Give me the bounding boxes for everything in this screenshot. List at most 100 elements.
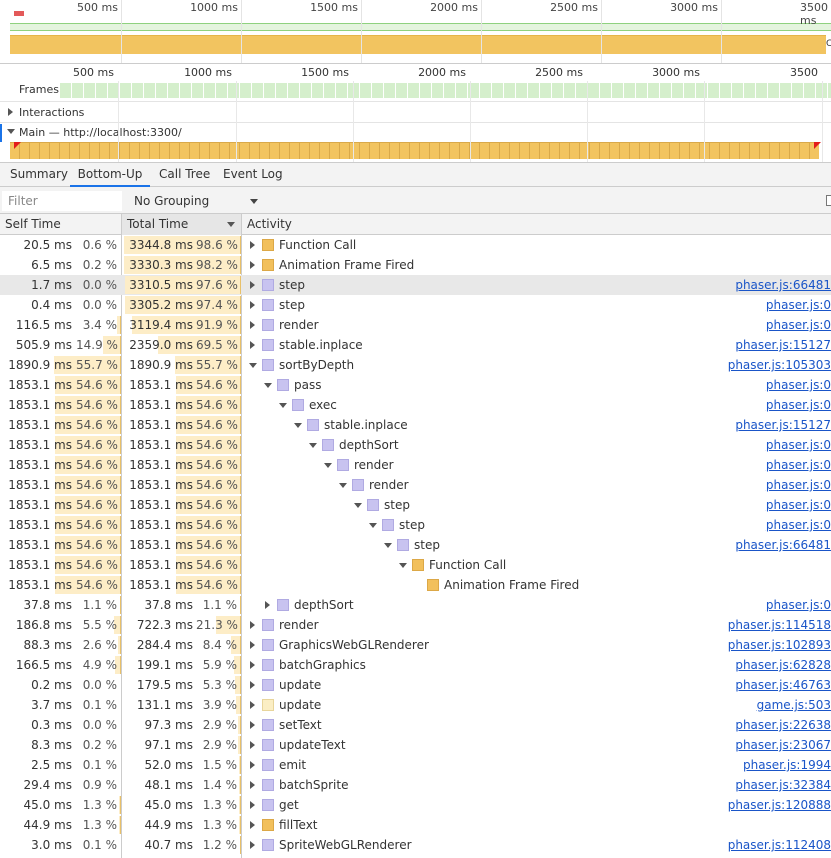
tab-bottom-up[interactable]: Bottom-Up (70, 163, 150, 187)
expand-icon[interactable] (250, 341, 255, 349)
expand-icon[interactable] (250, 621, 255, 629)
source-link[interactable]: phaser.js:23067 (735, 738, 831, 752)
table-row[interactable]: 1853.1 ms 54.6 % 1853.1 ms 54.6 % step phaser… (0, 495, 831, 515)
source-link[interactable]: phaser.js:62828 (735, 658, 831, 672)
checkbox[interactable] (826, 195, 831, 206)
collapse-icon[interactable] (324, 463, 332, 468)
table-row[interactable]: 1853.1 ms 54.6 % 1853.1 ms 54.6 % exec phaser… (0, 395, 831, 415)
source-link[interactable]: phaser.js:1994 (742, 758, 831, 772)
expand-icon[interactable] (250, 301, 255, 309)
table-row[interactable]: 1890.9 ms 55.7 % 1890.9 ms 55.7 % sortByDept… (0, 355, 831, 375)
source-link[interactable]: phaser.js:0 (765, 598, 831, 612)
frames-track[interactable]: Frames (0, 81, 831, 100)
collapse-main-icon[interactable] (7, 129, 15, 134)
source-link[interactable]: phaser.js:120888 (727, 798, 831, 812)
table-row[interactable]: 3.0 ms 0.1 % 40.7 ms 1.2 % SpriteWebGLRender… (0, 835, 831, 855)
collapse-icon[interactable] (279, 403, 287, 408)
collapse-icon[interactable] (309, 443, 317, 448)
table-row[interactable]: 0.3 ms 0.0 % 97.3 ms 2.9 % setText phaser.js:… (0, 715, 831, 735)
expand-icon[interactable] (250, 261, 255, 269)
table-row[interactable]: 1853.1 ms 54.6 % 1853.1 ms 54.6 % step phaser… (0, 535, 831, 555)
expand-icon[interactable] (250, 281, 255, 289)
expand-icon[interactable] (250, 741, 255, 749)
expand-interactions-icon[interactable] (8, 108, 13, 116)
source-link[interactable]: phaser.js:102893 (727, 638, 831, 652)
table-row[interactable]: 1853.1 ms 54.6 % 1853.1 ms 54.6 % Function C… (0, 555, 831, 575)
table-row[interactable]: 44.9 ms 1.3 % 44.9 ms 1.3 % fillText (0, 815, 831, 835)
expand-icon[interactable] (250, 681, 255, 689)
table-row[interactable]: 1853.1 ms 54.6 % 1853.1 ms 54.6 % depthSort p… (0, 435, 831, 455)
source-link[interactable]: phaser.js:46763 (735, 678, 831, 692)
activity-header[interactable]: Activity (247, 217, 292, 231)
source-link[interactable]: game.js:503 (756, 698, 831, 712)
column-divider[interactable] (241, 214, 242, 858)
collapse-icon[interactable] (369, 523, 377, 528)
table-row[interactable]: 37.8 ms 1.1 % 37.8 ms 1.1 % depthSort phaser.… (0, 595, 831, 615)
tab-event-log[interactable]: Event Log (223, 167, 283, 181)
table-row[interactable]: 1.7 ms 0.0 % 3310.5 ms 97.6 % step phaser.js:… (0, 275, 831, 295)
main-thread-track[interactable]: Main — http://localhost:3300/ (0, 122, 831, 162)
table-row[interactable]: 1853.1 ms 54.6 % 1853.1 ms 54.6 % pass phaser… (0, 375, 831, 395)
expand-icon[interactable] (265, 601, 270, 609)
column-divider[interactable] (121, 214, 122, 858)
timeline-overview[interactable]: C 500 ms 1000 ms 1500 ms 2000 ms 2500 ms 3000… (0, 0, 831, 64)
frames-bar[interactable] (60, 83, 831, 98)
source-link[interactable]: phaser.js:112408 (727, 838, 831, 852)
source-link[interactable]: phaser.js:105303 (727, 358, 831, 372)
collapse-icon[interactable] (294, 423, 302, 428)
main-thread-flame[interactable] (10, 142, 819, 159)
source-link[interactable]: phaser.js:32384 (735, 778, 831, 792)
source-link[interactable]: phaser.js:0 (765, 458, 831, 472)
tab-summary[interactable]: Summary (10, 167, 68, 181)
source-link[interactable]: phaser.js:0 (765, 318, 831, 332)
expand-icon[interactable] (250, 321, 255, 329)
source-link[interactable]: phaser.js:15127 (735, 418, 831, 432)
table-row[interactable]: 3.7 ms 0.1 % 131.1 ms 3.9 % update game.js:50… (0, 695, 831, 715)
self-time-header[interactable]: Self Time (5, 217, 61, 231)
collapse-icon[interactable] (399, 563, 407, 568)
table-row[interactable]: 29.4 ms 0.9 % 48.1 ms 1.4 % batchSprite phase… (0, 775, 831, 795)
table-row[interactable]: 0.4 ms 0.0 % 3305.2 ms 97.4 % step phaser.js:… (0, 295, 831, 315)
table-row[interactable]: 505.9 ms 14.9 % 2359.0 ms 69.5 % stable.inpl… (0, 335, 831, 355)
table-row[interactable]: 88.3 ms 2.6 % 284.4 ms 8.4 % GraphicsWebGLRe… (0, 635, 831, 655)
table-row[interactable]: 8.3 ms 0.2 % 97.1 ms 2.9 % updateText phaser.… (0, 735, 831, 755)
source-link[interactable]: phaser.js:0 (765, 498, 831, 512)
table-row[interactable]: 186.8 ms 5.5 % 722.3 ms 21.3 % render phaser.… (0, 615, 831, 635)
expand-icon[interactable] (250, 821, 255, 829)
table-row[interactable]: 1853.1 ms 54.6 % 1853.1 ms 54.6 % render phas… (0, 475, 831, 495)
expand-icon[interactable] (250, 241, 255, 249)
table-row[interactable]: 6.5 ms 0.2 % 3330.3 ms 98.2 % Animation Fram… (0, 255, 831, 275)
source-link[interactable]: phaser.js:114518 (727, 618, 831, 632)
tab-call-tree[interactable]: Call Tree (159, 167, 211, 181)
total-time-header[interactable]: Total Time (122, 214, 241, 235)
collapse-icon[interactable] (339, 483, 347, 488)
collapse-icon[interactable] (264, 383, 272, 388)
table-row[interactable]: 45.0 ms 1.3 % 45.0 ms 1.3 % get phaser.js:120… (0, 795, 831, 815)
expand-icon[interactable] (250, 801, 255, 809)
table-row[interactable]: 116.5 ms 3.4 % 3119.4 ms 91.9 % render phaser… (0, 315, 831, 335)
table-row[interactable]: 1853.1 ms 54.6 % 1853.1 ms 54.6 % Animation … (0, 575, 831, 595)
source-link[interactable]: phaser.js:15127 (735, 338, 831, 352)
table-row[interactable]: 1853.1 ms 54.6 % 1853.1 ms 54.6 % render phas… (0, 455, 831, 475)
expand-icon[interactable] (250, 761, 255, 769)
source-link[interactable]: phaser.js:0 (765, 378, 831, 392)
table-row[interactable]: 1853.1 ms 54.6 % 1853.1 ms 54.6 % step phaser… (0, 515, 831, 535)
expand-icon[interactable] (250, 781, 255, 789)
source-link[interactable]: phaser.js:0 (765, 398, 831, 412)
filter-input[interactable] (2, 191, 122, 211)
collapse-icon[interactable] (354, 503, 362, 508)
expand-icon[interactable] (250, 661, 255, 669)
expand-icon[interactable] (250, 701, 255, 709)
source-link[interactable]: phaser.js:66481 (735, 278, 831, 292)
source-link[interactable]: phaser.js:0 (765, 298, 831, 312)
source-link[interactable]: phaser.js:0 (765, 518, 831, 532)
source-link[interactable]: phaser.js:0 (765, 438, 831, 452)
source-link[interactable]: phaser.js:22638 (735, 718, 831, 732)
collapse-icon[interactable] (249, 363, 257, 368)
table-row[interactable]: 166.5 ms 4.9 % 199.1 ms 5.9 % batchGraphics p… (0, 655, 831, 675)
table-row[interactable]: 2.5 ms 0.1 % 52.0 ms 1.5 % emit phaser.js:199… (0, 755, 831, 775)
source-link[interactable]: phaser.js:66481 (735, 538, 831, 552)
interactions-track[interactable]: Interactions (0, 101, 831, 121)
table-row[interactable]: 0.2 ms 0.0 % 179.5 ms 5.3 % update phaser.js:… (0, 675, 831, 695)
collapse-icon[interactable] (384, 543, 392, 548)
